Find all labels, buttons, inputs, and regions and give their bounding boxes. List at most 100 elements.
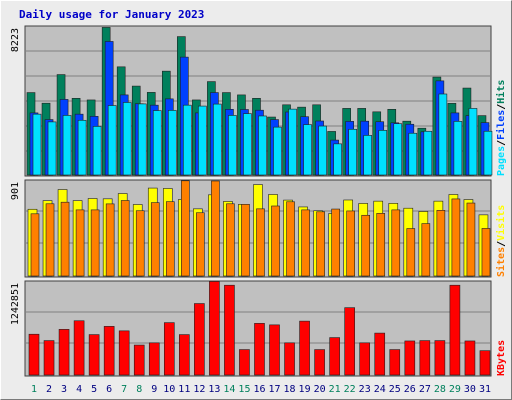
legend-item-hits: Hits xyxy=(495,80,507,104)
x-tick-label-day-22: 22 xyxy=(344,384,356,395)
x-tick-label-day-13: 13 xyxy=(208,384,220,395)
bar-sites-day-1 xyxy=(30,213,40,277)
bar-sites-day-30 xyxy=(466,202,476,277)
bar-sites-day-17 xyxy=(271,205,280,277)
bar-sites-day-23 xyxy=(361,214,371,277)
x-tick-label-day-14: 14 xyxy=(223,384,235,395)
bar-pages-day-9 xyxy=(152,110,162,176)
y-max-tick-label-1: 8223 xyxy=(10,28,21,52)
bar-kbytes-day-11 xyxy=(179,334,190,376)
x-tick-label-day-31: 31 xyxy=(479,384,491,395)
bar-kbytes-day-16 xyxy=(254,323,265,376)
legend-item-visits: Visits xyxy=(495,205,507,241)
bar-pages-day-29 xyxy=(453,121,463,176)
bar-kbytes-day-20 xyxy=(314,349,325,376)
bar-kbytes-day-10 xyxy=(163,322,175,376)
bar-pages-day-2 xyxy=(47,121,57,176)
bar-sites-day-25 xyxy=(391,209,401,277)
x-tick-label-day-28: 28 xyxy=(434,384,446,395)
bar-pages-day-17 xyxy=(273,126,282,176)
x-tick-label-day-26: 26 xyxy=(404,384,416,395)
bar-kbytes-day-28 xyxy=(434,340,446,376)
bar-kbytes-day-14 xyxy=(224,284,235,376)
bar-pages-day-13 xyxy=(213,103,222,176)
bar-pages-day-31 xyxy=(483,130,493,176)
bar-pages-day-28 xyxy=(438,93,448,176)
x-tick-label-day-3: 3 xyxy=(61,384,67,395)
bar-pages-day-23 xyxy=(363,135,373,176)
x-tick-label-day-19: 19 xyxy=(299,384,311,395)
bar-pages-day-27 xyxy=(423,130,433,176)
bar-sites-day-12 xyxy=(196,212,205,277)
x-tick-label-day-20: 20 xyxy=(314,384,326,395)
bar-sites-day-26 xyxy=(406,228,416,277)
bar-kbytes-day-3 xyxy=(58,329,70,376)
bar-pages-day-1 xyxy=(32,113,42,176)
bar-sites-day-19 xyxy=(301,209,310,277)
bar-sites-day-4 xyxy=(75,209,85,277)
bar-pages-day-18 xyxy=(288,108,297,176)
bar-sites-day-8 xyxy=(135,210,145,277)
x-tick-label-day-17: 17 xyxy=(268,384,280,395)
bar-pages-day-30 xyxy=(468,108,478,176)
bar-pages-day-16 xyxy=(258,115,267,176)
bar-kbytes-day-9 xyxy=(148,342,160,376)
bar-pages-day-12 xyxy=(198,105,207,176)
bar-sites-day-6 xyxy=(105,203,115,277)
bar-kbytes-day-4 xyxy=(73,320,85,376)
bar-pages-day-19 xyxy=(303,124,312,176)
bar-pages-day-5 xyxy=(92,126,102,176)
bar-kbytes-day-2 xyxy=(43,340,55,376)
bar-kbytes-day-23 xyxy=(359,342,371,376)
bar-kbytes-day-6 xyxy=(103,326,115,376)
bar-sites-day-3 xyxy=(60,201,70,277)
bar-sites-day-10 xyxy=(165,201,175,277)
y-max-tick-label-3: 1242851 xyxy=(10,283,21,325)
bar-sites-day-28 xyxy=(436,210,446,277)
bar-pages-day-8 xyxy=(137,103,147,176)
x-tick-label-day-25: 25 xyxy=(389,384,401,395)
bar-pages-day-20 xyxy=(318,125,327,176)
bar-kbytes-day-29 xyxy=(449,284,461,376)
x-tick-label-day-30: 30 xyxy=(464,384,476,395)
bar-sites-day-15 xyxy=(241,204,250,277)
bar-pages-day-11 xyxy=(183,104,192,176)
bar-sites-day-5 xyxy=(90,209,100,277)
x-tick-label-day-7: 7 xyxy=(121,384,127,395)
bar-kbytes-day-7 xyxy=(118,330,130,376)
bar-sites-day-14 xyxy=(226,203,235,277)
bar-pages-day-25 xyxy=(393,123,403,176)
x-tick-label-day-18: 18 xyxy=(284,384,296,395)
legend-separator: / xyxy=(496,241,507,247)
bar-kbytes-day-5 xyxy=(88,334,100,376)
bar-kbytes-day-31 xyxy=(479,350,491,376)
legend-separator: / xyxy=(496,140,507,146)
bar-pages-day-22 xyxy=(348,128,357,176)
x-tick-label-day-16: 16 xyxy=(253,384,265,395)
bar-pages-day-24 xyxy=(378,130,388,176)
chart-title: Daily usage for January 2023 xyxy=(19,8,205,21)
bar-pages-day-21 xyxy=(333,143,342,176)
legend-item-pages: Pages xyxy=(496,146,507,176)
legend-separator: / xyxy=(496,104,507,110)
bar-kbytes-day-8 xyxy=(133,344,145,376)
x-tick-label-day-1: 1 xyxy=(31,384,37,395)
bar-kbytes-day-17 xyxy=(269,324,280,376)
x-tick-label-day-5: 5 xyxy=(91,384,97,395)
x-tick-label-day-4: 4 xyxy=(76,384,82,395)
bar-kbytes-day-27 xyxy=(419,340,431,376)
bar-pages-day-6 xyxy=(107,105,117,176)
bar-sites-day-29 xyxy=(451,198,461,277)
bar-pages-day-3 xyxy=(62,115,72,176)
bar-pages-day-7 xyxy=(122,102,132,176)
bar-pages-day-15 xyxy=(243,113,252,176)
x-tick-label-day-11: 11 xyxy=(178,384,190,395)
x-tick-label-day-2: 2 xyxy=(46,384,52,395)
x-tick-label-day-29: 29 xyxy=(449,384,461,395)
bar-sites-day-27 xyxy=(421,223,431,277)
bar-sites-day-18 xyxy=(286,201,295,277)
bar-kbytes-day-19 xyxy=(299,320,310,376)
bar-sites-day-11 xyxy=(181,180,190,277)
bar-sites-day-9 xyxy=(150,202,160,277)
